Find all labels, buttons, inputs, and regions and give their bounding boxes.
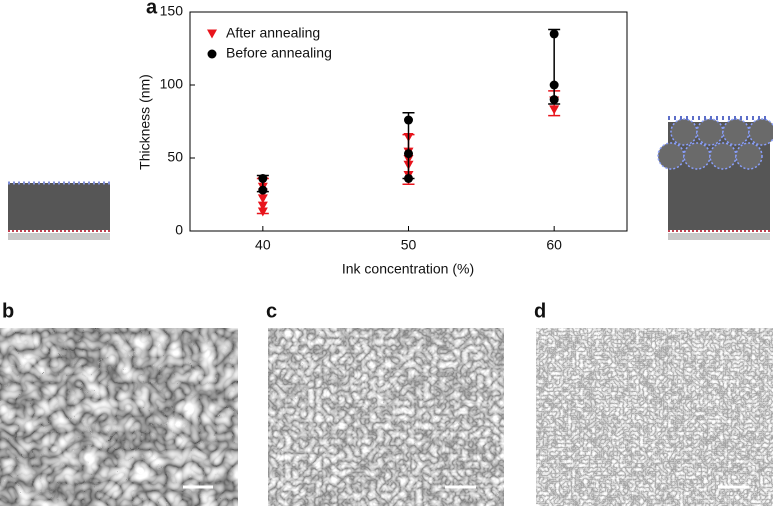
y-tick-label: 50: [167, 149, 183, 165]
data-point: [258, 173, 268, 183]
x-tick-label: 60: [546, 237, 562, 253]
panel-label: c: [266, 300, 277, 322]
sem-image-d: [536, 328, 773, 506]
x-tick-label: 50: [401, 237, 417, 253]
data-point: [549, 95, 559, 105]
data-point: [404, 173, 413, 183]
error-bar: [548, 28, 561, 105]
data-point: [549, 105, 560, 115]
y-tick-label: 0: [175, 222, 183, 238]
legend-marker: [207, 49, 217, 59]
y-tick-label: 100: [160, 76, 184, 92]
data-point: [257, 194, 268, 204]
data-point: [549, 29, 559, 39]
data-point: [404, 149, 413, 159]
thick-film-illustration: [657, 116, 773, 240]
legend-label: After annealing: [226, 25, 320, 41]
y-tick-label: 150: [160, 3, 184, 19]
y-axis-label: Thickness (nm): [137, 74, 153, 170]
panel-label: d: [534, 300, 546, 322]
thin-film-illustration: [8, 181, 110, 240]
legend-marker: [207, 29, 217, 39]
panel-label: a: [146, 0, 158, 18]
data-point: [404, 115, 413, 125]
x-tick-label: 40: [255, 237, 271, 253]
panel-label: b: [2, 300, 14, 322]
sem-image-b: [0, 328, 238, 506]
data-point: [549, 80, 559, 90]
data-point: [257, 201, 268, 211]
x-axis-label: Ink concentration (%): [342, 261, 474, 277]
sem-image-c: [268, 328, 504, 506]
data-point: [258, 185, 268, 195]
legend-label: Before annealing: [226, 45, 332, 61]
data-point: [257, 207, 268, 217]
